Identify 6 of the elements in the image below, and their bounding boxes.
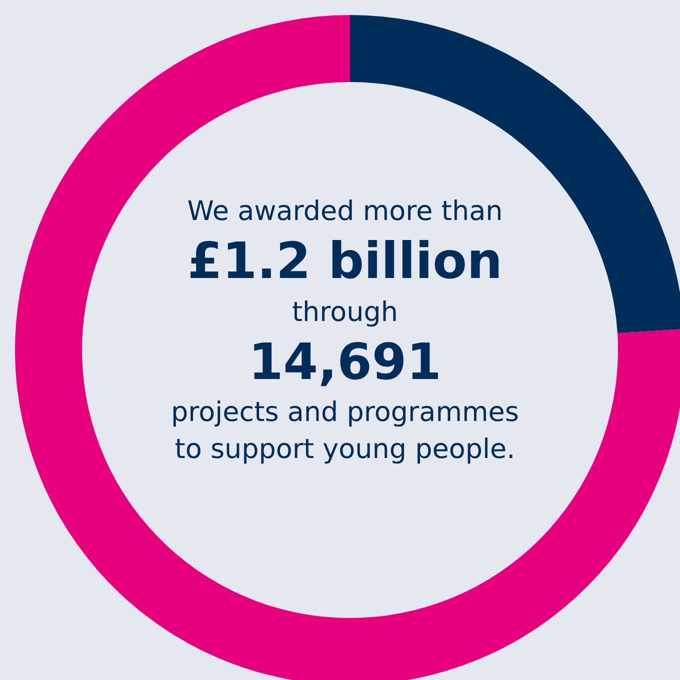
text: through bbox=[290, 296, 400, 328]
text: £1.2 billion bbox=[186, 232, 504, 291]
text: to support young people. bbox=[174, 434, 516, 466]
text: We awarded more than bbox=[186, 196, 504, 228]
text: 14,691 bbox=[248, 332, 442, 392]
text: projects and programmes bbox=[170, 397, 520, 428]
